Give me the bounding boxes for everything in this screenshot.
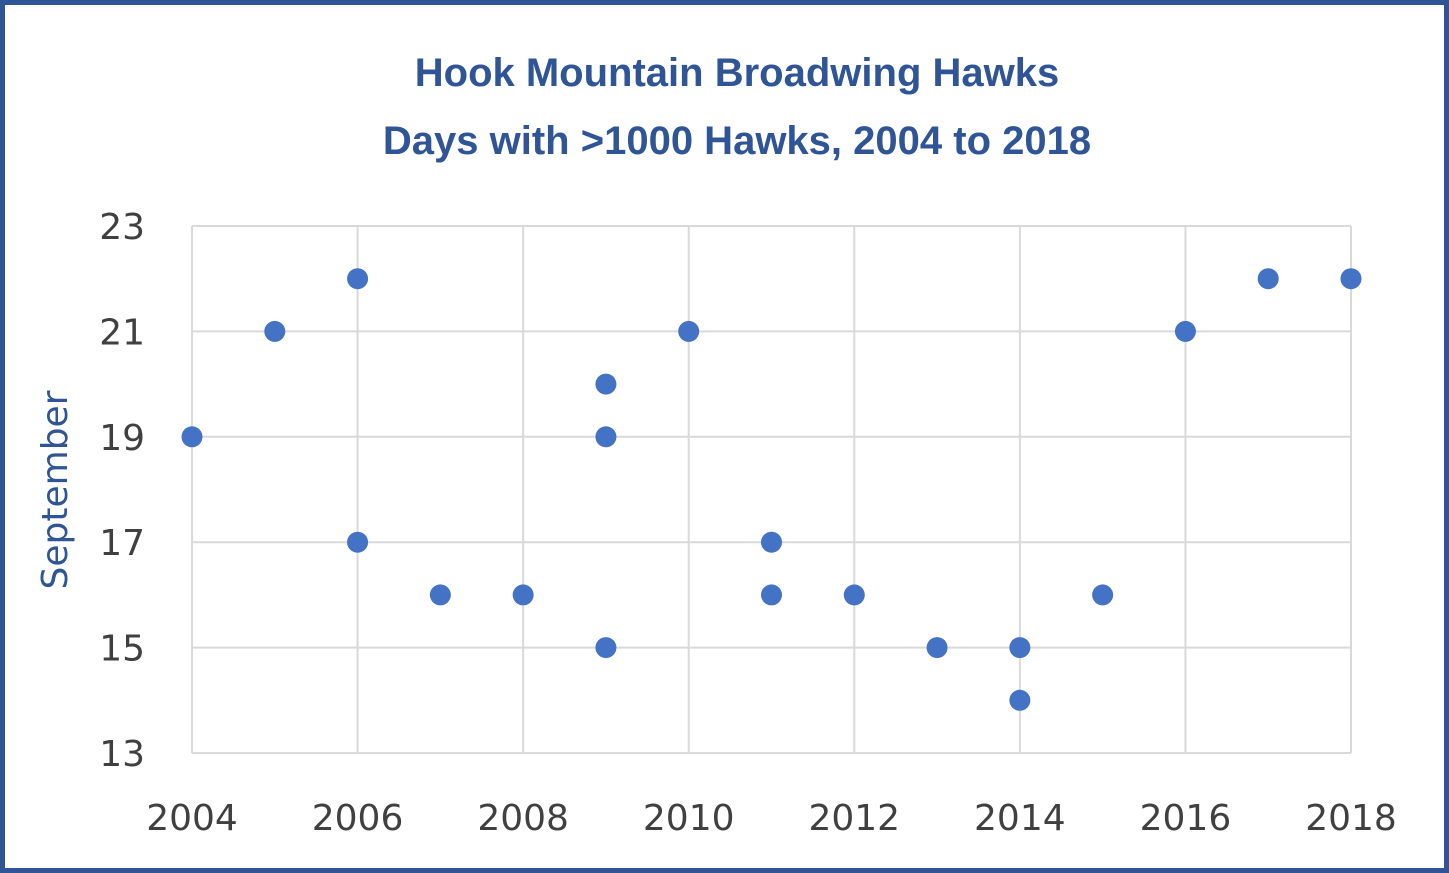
data-point [678, 320, 700, 342]
data-point [1340, 268, 1362, 290]
data-point [512, 584, 534, 606]
data-point [347, 531, 369, 553]
x-tick-label: 2016 [1140, 798, 1232, 839]
x-tick-label: 2010 [643, 798, 735, 839]
data-point [926, 637, 948, 659]
y-axis-title: September [35, 390, 76, 589]
x-tick-label: 2012 [808, 798, 900, 839]
x-tick-label: 2018 [1305, 798, 1397, 839]
chart-title: Hook Mountain Broadwing Hawks [415, 51, 1059, 95]
data-point [1092, 584, 1114, 606]
y-tick-label: 19 [99, 418, 145, 459]
x-tick-label: 2014 [974, 798, 1066, 839]
y-tick-label: 13 [99, 734, 145, 775]
x-tick-label: 2004 [146, 798, 238, 839]
y-tick-label: 17 [99, 523, 145, 564]
x-tick-label: 2008 [477, 798, 569, 839]
x-tick-label: 2006 [312, 798, 404, 839]
data-point [595, 637, 617, 659]
data-point [595, 373, 617, 395]
data-point [347, 268, 369, 290]
data-point [761, 531, 782, 553]
data-point [843, 584, 865, 606]
data-point [264, 320, 286, 342]
data-point [761, 584, 782, 606]
gridlines [191, 225, 1352, 754]
tick-labels: 13 15 17 19 21 23 2004 2006 2008 2010 2012 2014 2016… [99, 207, 1397, 839]
y-tick-label: 15 [99, 629, 145, 670]
data-point [1009, 637, 1031, 659]
chart-subtitle: Days with >1000 Hawks, 2004 to 2018 [383, 119, 1091, 163]
data-point [595, 426, 617, 448]
data-point [429, 584, 451, 606]
y-tick-label: 21 [99, 312, 145, 353]
data-point [1257, 268, 1279, 290]
y-tick-label: 23 [99, 207, 145, 248]
data-point [1174, 320, 1196, 342]
data-point [1009, 689, 1031, 711]
data-point [181, 426, 203, 448]
data-points [181, 268, 1362, 711]
